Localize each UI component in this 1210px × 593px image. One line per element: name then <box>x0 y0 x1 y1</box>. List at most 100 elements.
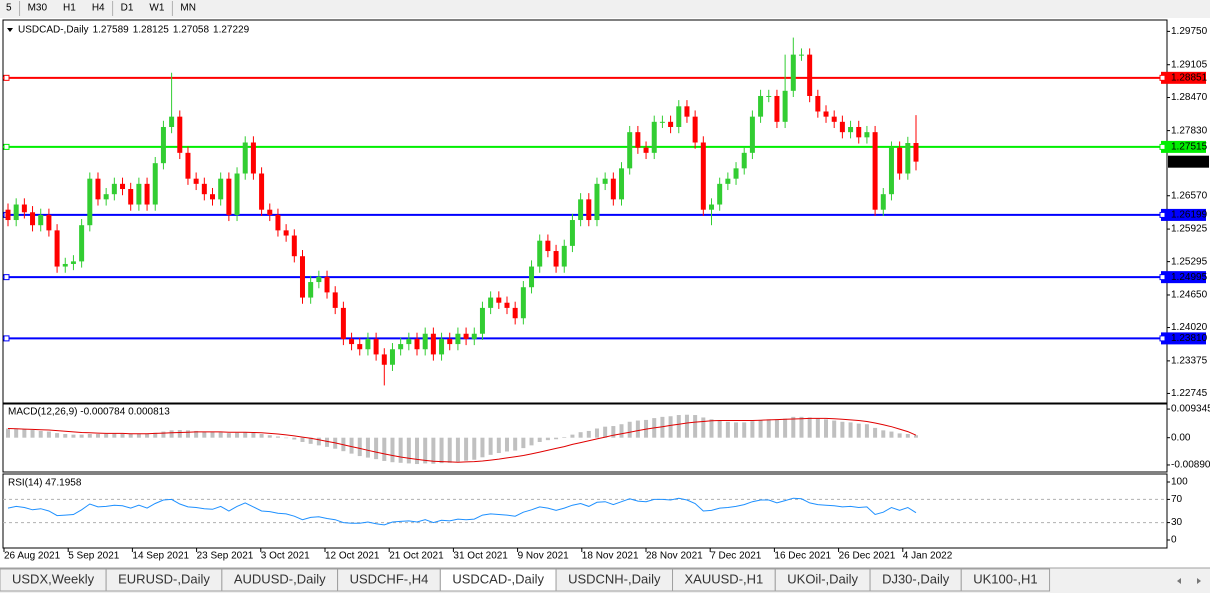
candle-body <box>439 338 445 355</box>
tab[interactable]: USDCAD-,Daily <box>439 568 557 592</box>
candle-body <box>815 95 821 112</box>
macd-bar <box>104 434 109 438</box>
candle-body <box>21 204 27 213</box>
macd-bar <box>259 434 264 438</box>
y-tick-label: 1.26570 <box>1171 190 1208 201</box>
macd-bar <box>791 416 796 438</box>
candle-body <box>856 126 862 138</box>
macd-bar <box>112 433 117 438</box>
tab[interactable]: DJ30-,Daily <box>869 568 962 592</box>
macd-bar <box>357 437 362 457</box>
tab-label: UK100-,H1 <box>973 571 1037 586</box>
candle-body <box>897 147 903 174</box>
candle-body <box>529 266 535 288</box>
candle-body <box>324 276 330 293</box>
macd-bar <box>185 430 190 438</box>
level-handle[interactable] <box>1159 211 1166 218</box>
tab[interactable]: UK100-,H1 <box>960 568 1051 592</box>
timeframe-button[interactable]: 5 <box>6 3 12 14</box>
tab[interactable]: XAUUSD-,H1 <box>672 568 776 592</box>
macd-bar <box>390 437 395 463</box>
tab[interactable]: USDX,Weekly <box>0 568 107 592</box>
x-tick-label: 5 Sep 2021 <box>68 551 120 562</box>
tab-label: XAUUSD-,H1 <box>685 571 764 586</box>
macd-bar <box>316 437 321 446</box>
tab[interactable]: AUDUSD-,Daily <box>221 568 339 592</box>
macd-bar <box>766 419 771 438</box>
candle-body <box>659 121 665 123</box>
macd-bar <box>218 432 223 438</box>
candle-body <box>602 178 608 184</box>
macd-bar <box>725 421 730 438</box>
level-handle[interactable] <box>3 74 10 81</box>
macd-bar <box>856 423 861 438</box>
tab-scroll-left[interactable] <box>1177 578 1181 584</box>
macd-bar <box>742 422 747 438</box>
candle-body <box>578 199 584 221</box>
candle-body <box>798 54 804 56</box>
rsi-line <box>7 497 917 526</box>
candle-body <box>70 261 76 264</box>
level-handle[interactable] <box>3 274 10 281</box>
timeframe-button[interactable]: D1 <box>121 3 134 14</box>
macd-bar <box>55 433 60 438</box>
timeframe-button[interactable]: H4 <box>92 3 105 14</box>
rsi-panel <box>2 473 1168 549</box>
tab[interactable]: EURUSD-,Daily <box>105 568 223 592</box>
macd-bar <box>423 437 428 464</box>
macd-bar <box>120 433 125 438</box>
tab[interactable]: USDCHF-,H4 <box>337 568 441 592</box>
level-handle[interactable] <box>3 335 10 342</box>
macd-bar <box>472 437 477 460</box>
x-tick-label: 31 Oct 2021 <box>453 551 508 562</box>
macd-bar <box>905 434 910 438</box>
candle-body <box>201 183 207 195</box>
macd-bar <box>292 437 297 440</box>
level-handle[interactable] <box>1159 335 1166 342</box>
macd-bar <box>439 437 444 464</box>
timeframe-button[interactable]: H1 <box>63 3 76 14</box>
candle-body <box>357 344 363 350</box>
candle-body <box>398 344 404 350</box>
level-handle[interactable] <box>1159 143 1166 150</box>
macd-bar <box>161 431 166 438</box>
x-tick-label: 23 Sep 2021 <box>197 551 254 562</box>
macd-bar <box>824 419 829 438</box>
tab-label: EURUSD-,Daily <box>118 571 210 586</box>
x-tick-label: 16 Dec 2021 <box>774 551 831 562</box>
candle-body <box>823 111 829 117</box>
tab-label: AUDUSD-,Daily <box>234 571 326 586</box>
level-handle[interactable] <box>1159 274 1166 281</box>
tab-scroll-right[interactable] <box>1197 578 1201 584</box>
candle-body <box>725 178 731 184</box>
tab-label: USDCNH-,Daily <box>568 571 661 586</box>
candle-body <box>13 204 19 221</box>
candle-body <box>128 189 134 205</box>
macd-bar <box>734 422 739 438</box>
macd-bar <box>701 417 706 438</box>
x-tick-label: 4 Jan 2022 <box>903 551 953 562</box>
level-handle[interactable] <box>1159 74 1166 81</box>
candle-body <box>848 126 854 133</box>
tab[interactable]: USDCNH-,Daily <box>555 568 674 592</box>
y-tick-label: 30 <box>1171 517 1183 528</box>
candle-body <box>668 121 674 127</box>
timeframe-button[interactable]: M30 <box>28 3 48 14</box>
timeframe-button[interactable]: W1 <box>149 3 164 14</box>
x-tick-label: 28 Nov 2021 <box>646 551 703 562</box>
candle-body <box>365 338 371 350</box>
macd-bar <box>177 430 182 438</box>
x-tick-label: 3 Oct 2021 <box>261 551 310 562</box>
symbol-menu-arrow[interactable] <box>7 28 13 32</box>
tab[interactable]: UKOil-,Daily <box>774 568 871 592</box>
candle-body <box>545 240 551 252</box>
candle-body <box>684 106 690 117</box>
level-handle[interactable] <box>3 143 10 150</box>
macd-bar <box>578 432 583 438</box>
candle-body <box>193 178 199 184</box>
candle-body <box>774 95 780 122</box>
timeframe-button[interactable]: MN <box>180 3 196 14</box>
level-label: 1.23810 <box>1171 333 1208 344</box>
candle-body <box>463 333 469 339</box>
